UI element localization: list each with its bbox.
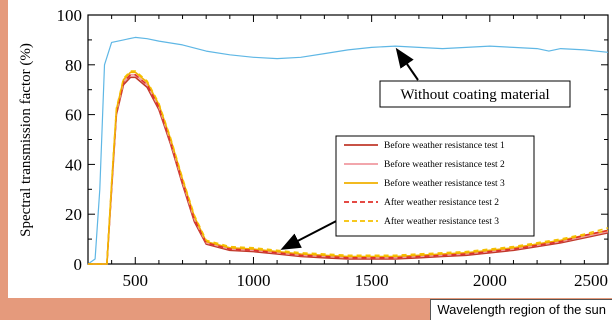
y-tick-label: 20 [65,205,82,224]
series-line-after-test-2 [88,74,609,265]
annotation-box [379,80,571,108]
legend-label: Before weather resistance test 2 [384,159,505,170]
legend: Before weather resistance test 1 Before w… [335,135,535,237]
series-line-after-test-3 [88,70,609,265]
legend-label: Before weather resistance test 1 [384,140,505,151]
x-tick-label: 2000 [473,271,507,290]
annotation-text: Without coating material [400,87,549,103]
series-line-before-test-3 [88,71,609,265]
y-tick-label: 100 [57,6,83,25]
chart-figure: 0 20 40 60 80 100 500 1000 1500 2000 2500 Spectral… [8,0,612,298]
y-tick-label: 80 [65,56,82,75]
chart-svg: 0 20 40 60 80 100 500 1000 1500 2000 2500 Spectral… [18,6,609,290]
series-layer [87,36,609,265]
series-line-without-coating [87,36,609,265]
x-tick-label: 1500 [355,271,389,290]
legend-label: After weather resistance test 2 [384,197,499,208]
legend-box [335,135,535,237]
x-tick-label: 500 [123,271,149,290]
y-tick-label: 0 [74,255,83,274]
legend-label: Before weather resistance test 3 [384,178,505,189]
annotation-arrow-upper [395,47,419,81]
y-tick-label: 60 [65,106,82,125]
axis-ticks: 0 20 40 60 80 100 500 1000 1500 2000 2500 [57,6,609,290]
series-line-before-test-1 [88,76,609,265]
x-tick-label: 2500 [574,271,608,290]
x-tick-label: 1000 [236,271,270,290]
y-axis-title: Spectral transmission factor (%) [18,43,34,237]
y-tick-label: 40 [65,155,82,174]
caption-label: Wavelength region of the sun [430,299,612,320]
legend-label: After weather resistance test 3 [384,216,499,227]
